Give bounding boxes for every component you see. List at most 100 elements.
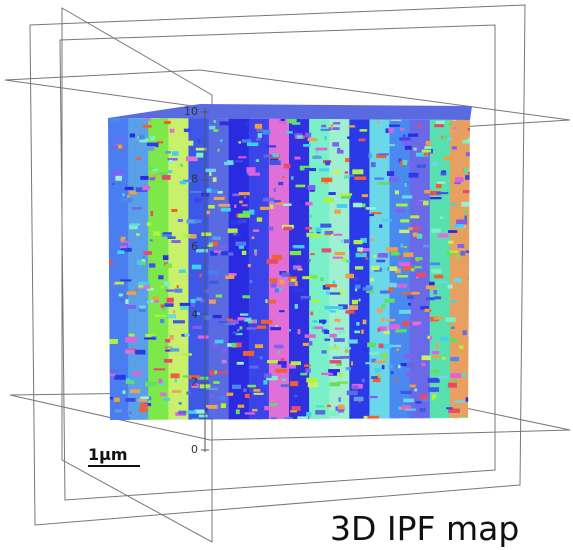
- grain: [451, 300, 457, 302]
- grain: [209, 172, 211, 176]
- grain: [284, 164, 291, 169]
- grain: [363, 287, 372, 290]
- grain: [424, 146, 431, 149]
- grain: [268, 226, 273, 230]
- grain: [112, 183, 115, 185]
- ipf-volume: [108, 104, 479, 427]
- grain: [250, 280, 253, 283]
- grain: [369, 352, 379, 355]
- grain: [422, 150, 431, 153]
- grain: [321, 373, 333, 375]
- grain: [289, 329, 291, 332]
- grain: [438, 233, 449, 237]
- grain: [182, 141, 194, 146]
- grain: [141, 125, 151, 128]
- grain: [405, 183, 407, 187]
- grain: [171, 240, 180, 243]
- grain: [172, 151, 179, 156]
- grain: [200, 372, 209, 376]
- grain: [297, 135, 303, 138]
- grain: [170, 348, 179, 351]
- grain: [389, 266, 397, 271]
- grain: [219, 241, 221, 246]
- grain: [469, 168, 472, 172]
- grain: [304, 281, 307, 286]
- grain: [428, 387, 439, 392]
- grain: [402, 195, 412, 198]
- grain: [457, 255, 460, 259]
- grain: [142, 186, 150, 190]
- grain: [221, 208, 231, 212]
- grain: [147, 301, 151, 304]
- grain: [444, 157, 454, 160]
- grain: [349, 305, 358, 310]
- grain: [436, 184, 442, 188]
- grain: [333, 170, 341, 174]
- grain: [430, 197, 442, 199]
- grain: [455, 177, 464, 182]
- grain: [149, 177, 155, 180]
- grain: [208, 270, 218, 274]
- grain: [278, 182, 283, 185]
- grain: [192, 265, 201, 270]
- grain: [386, 144, 395, 146]
- grain: [339, 290, 346, 292]
- grain: [403, 135, 405, 137]
- grain: [129, 412, 132, 414]
- grain: [135, 350, 145, 355]
- grain: [401, 243, 403, 247]
- grain: [437, 417, 444, 421]
- grain: [253, 389, 260, 392]
- grain: [305, 227, 312, 229]
- grain: [368, 396, 377, 398]
- grain: [133, 372, 142, 376]
- grain: [264, 374, 271, 379]
- grain: [413, 148, 416, 151]
- grain: [239, 201, 243, 204]
- grain: [158, 379, 162, 384]
- grain: [454, 278, 462, 282]
- grain: [150, 239, 153, 241]
- grain: [341, 240, 343, 243]
- grain: [400, 128, 404, 131]
- grain: [238, 141, 241, 143]
- grain: [174, 418, 180, 422]
- grain: [164, 281, 170, 286]
- grain: [332, 306, 343, 309]
- grain: [266, 145, 276, 147]
- grain: [399, 262, 411, 266]
- grain: [284, 417, 293, 422]
- grain: [419, 324, 426, 326]
- grain: [126, 305, 136, 309]
- page: 1086420 1µm 3D IPF map (() => { const da…: [0, 0, 573, 550]
- grain: [371, 162, 376, 167]
- grain: [138, 282, 150, 286]
- grain: [315, 148, 327, 151]
- grain: [139, 306, 146, 309]
- grain: [300, 200, 305, 204]
- grain: [401, 405, 411, 408]
- grain: [305, 202, 312, 205]
- grain: [297, 416, 308, 419]
- grain: [165, 151, 171, 153]
- grain: [283, 227, 292, 231]
- grain: [114, 398, 120, 402]
- grain: [219, 396, 225, 400]
- grain: [404, 354, 415, 358]
- grain: [294, 288, 305, 293]
- grain: [278, 351, 280, 354]
- grain: [246, 167, 255, 172]
- grain: [237, 362, 244, 365]
- grain: [260, 207, 269, 210]
- grain: [313, 320, 318, 323]
- grain: [434, 296, 441, 299]
- grain: [276, 202, 284, 204]
- grain: [207, 188, 212, 192]
- grain: [344, 175, 350, 178]
- grain: [400, 391, 411, 394]
- grain: [292, 406, 301, 411]
- grain: [324, 136, 326, 140]
- grain: [377, 328, 380, 331]
- grain: [362, 379, 365, 383]
- grain: [417, 164, 426, 168]
